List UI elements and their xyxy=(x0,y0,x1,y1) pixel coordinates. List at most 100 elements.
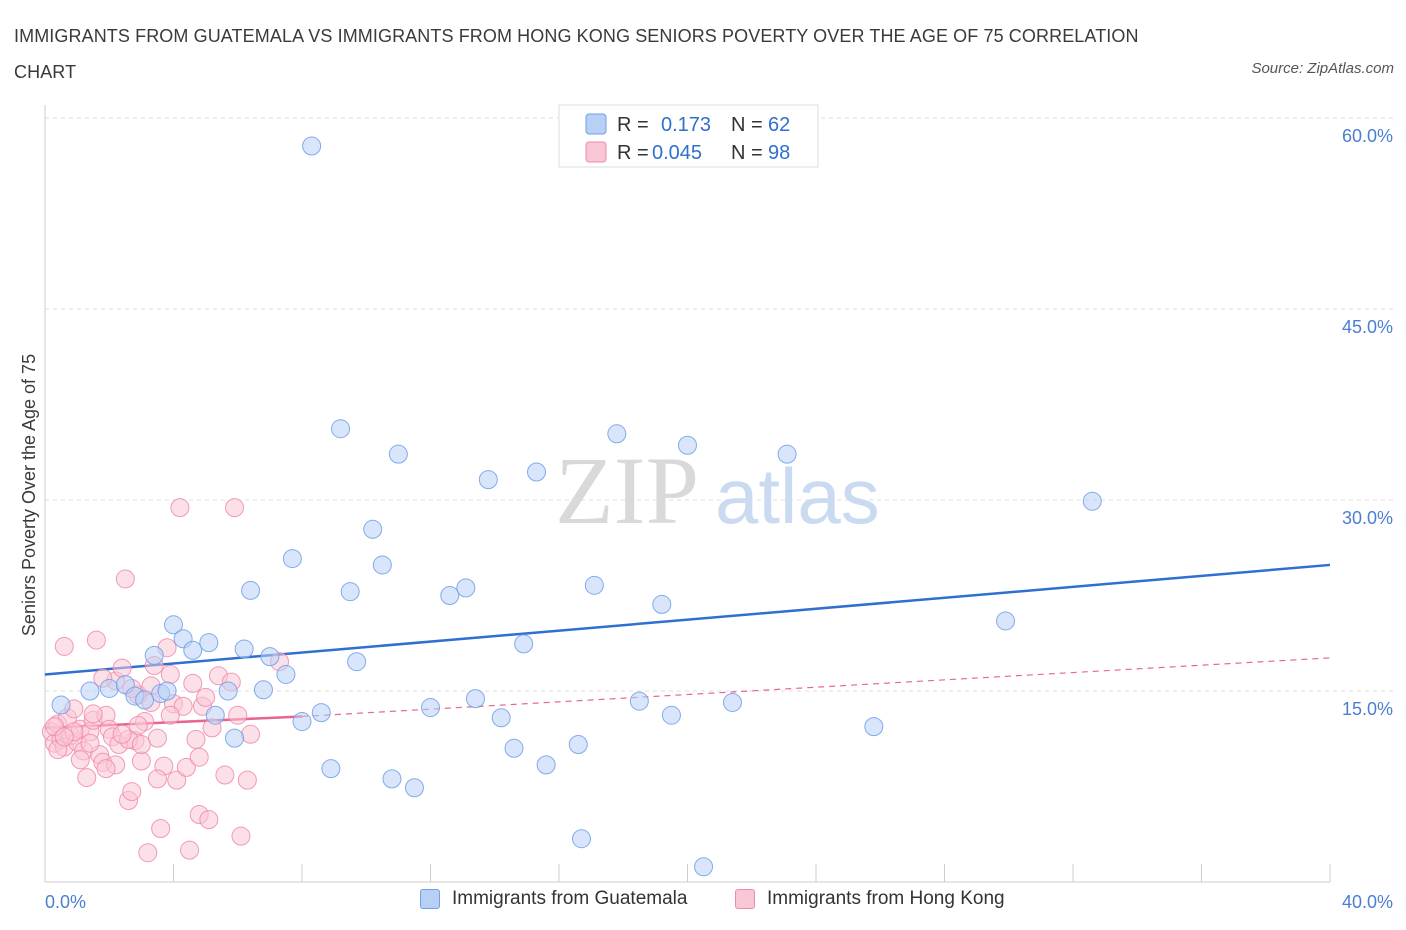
point-guatemala-40 xyxy=(504,738,524,758)
legend-label-guatemala: Immigrants from Guatemala xyxy=(452,888,688,909)
point-hongkong-12 xyxy=(77,768,97,788)
point-guatemala-53 xyxy=(722,692,742,712)
legend-r-label-2: R = xyxy=(617,142,649,164)
point-guatemala-11 xyxy=(183,640,203,660)
point-guatemala-2 xyxy=(99,678,119,698)
legend-n-value-2: 98 xyxy=(768,142,790,164)
point-hongkong-43 xyxy=(176,757,196,777)
point-guatemala-9 xyxy=(164,615,183,635)
point-guatemala-8 xyxy=(157,681,177,701)
trend-line-guatemala xyxy=(44,563,1331,676)
point-guatemala-28 xyxy=(347,652,367,672)
point-guatemala-20 xyxy=(276,664,296,684)
axes xyxy=(44,105,1331,883)
watermark-zip: ZIP xyxy=(555,437,699,544)
point-guatemala-39 xyxy=(491,708,511,728)
point-hongkong-44 xyxy=(180,840,200,860)
point-hongkong-56 xyxy=(228,705,248,725)
point-guatemala-55 xyxy=(864,717,884,737)
point-hongkong-55 xyxy=(225,498,245,518)
data-points xyxy=(41,136,1102,877)
point-hongkong-58 xyxy=(237,770,257,790)
point-hongkong-35 xyxy=(151,819,171,839)
point-guatemala-14 xyxy=(218,681,238,701)
point-hongkong-26 xyxy=(122,782,142,802)
point-guatemala-36 xyxy=(456,578,476,598)
point-guatemala-42 xyxy=(527,462,547,482)
point-hongkong-53 xyxy=(215,765,235,785)
point-hongkong-67 xyxy=(147,769,167,789)
point-hongkong-75 xyxy=(189,747,209,767)
legend-n-label-1: N = xyxy=(731,114,763,136)
point-hongkong-5 xyxy=(54,636,74,656)
point-guatemala-1 xyxy=(80,681,100,701)
point-guatemala-56 xyxy=(996,611,1016,631)
legend-r-value-1: 0.173 xyxy=(661,114,711,136)
point-guatemala-22 xyxy=(292,712,312,732)
point-hongkong-72 xyxy=(112,724,132,744)
watermark: ZIP atlas xyxy=(555,437,880,544)
point-hongkong-46 xyxy=(186,729,206,749)
point-hongkong-23 xyxy=(112,658,132,678)
point-hongkong-40 xyxy=(167,770,187,790)
point-guatemala-6 xyxy=(144,645,164,665)
point-hongkong-74 xyxy=(160,705,180,725)
legend-n-value-1: 62 xyxy=(768,114,790,136)
point-guatemala-47 xyxy=(607,424,627,444)
legend-swatch-guatemala-bottom xyxy=(420,889,440,909)
point-guatemala-15 xyxy=(225,728,245,748)
point-guatemala-37 xyxy=(465,689,485,709)
y-tick-label-3: 60.0% xyxy=(1342,126,1393,146)
legend-swatch-hongkong-bottom xyxy=(735,889,755,909)
point-hongkong-45 xyxy=(183,673,203,693)
point-hongkong-49 xyxy=(196,687,216,707)
point-guatemala-41 xyxy=(514,634,534,654)
legend-n-label-2: N = xyxy=(731,142,763,164)
series-legend: Immigrants from Guatemala Immigrants fro… xyxy=(0,888,1406,918)
point-hongkong-61 xyxy=(83,704,103,724)
point-hongkong-50 xyxy=(199,810,219,830)
point-hongkong-34 xyxy=(147,728,167,748)
point-guatemala-52 xyxy=(694,857,714,877)
legend-r-value-2: 0.045 xyxy=(652,142,702,164)
point-guatemala-54 xyxy=(777,444,797,464)
point-hongkong-66 xyxy=(128,715,148,735)
point-guatemala-27 xyxy=(340,582,360,602)
point-guatemala-30 xyxy=(372,555,392,575)
point-hongkong-71 xyxy=(80,733,100,753)
point-guatemala-33 xyxy=(404,778,424,798)
y-tick-label-1: 30.0% xyxy=(1342,508,1393,528)
y-tick-label-2: 45.0% xyxy=(1342,317,1393,337)
point-guatemala-29 xyxy=(363,519,383,539)
point-hongkong-15 xyxy=(86,630,106,650)
point-guatemala-46 xyxy=(584,575,604,595)
x-tick-label-0: 0.0% xyxy=(45,892,86,912)
trend-line-hongkong-extension xyxy=(301,657,1331,718)
source-label: Source: ZipAtlas.com xyxy=(1251,60,1394,77)
legend-r-label-1: R = xyxy=(617,114,649,136)
point-guatemala-25 xyxy=(321,759,341,779)
point-guatemala-38 xyxy=(478,470,498,490)
point-guatemala-35 xyxy=(440,586,460,605)
point-guatemala-24 xyxy=(311,703,331,723)
point-guatemala-23 xyxy=(302,136,322,156)
point-guatemala-32 xyxy=(388,444,408,464)
point-guatemala-26 xyxy=(331,419,351,439)
legend-item-hongkong[interactable]: Immigrants from Hong Kong xyxy=(735,888,1005,910)
legend-label-hongkong: Immigrants from Hong Kong xyxy=(767,888,1005,909)
point-guatemala-57 xyxy=(1082,491,1102,511)
x-tick-label-1: 40.0% xyxy=(1342,892,1393,912)
y-tick-label-0: 15.0% xyxy=(1342,699,1393,719)
legend-item-guatemala[interactable]: Immigrants from Guatemala xyxy=(420,888,687,910)
chart-title: IMMIGRANTS FROM GUATEMALA VS IMMIGRANTS … xyxy=(14,26,1139,82)
point-guatemala-51 xyxy=(678,435,697,455)
point-hongkong-77 xyxy=(96,759,116,779)
point-hongkong-29 xyxy=(131,751,151,771)
point-hongkong-38 xyxy=(160,664,180,684)
point-guatemala-50 xyxy=(661,705,681,725)
tick-labels: 15.0% 30.0% 45.0% 60.0% 0.0% 40.0% xyxy=(45,126,1393,912)
point-guatemala-18 xyxy=(253,680,273,700)
point-hongkong-59 xyxy=(241,724,261,744)
point-guatemala-5 xyxy=(135,690,155,710)
